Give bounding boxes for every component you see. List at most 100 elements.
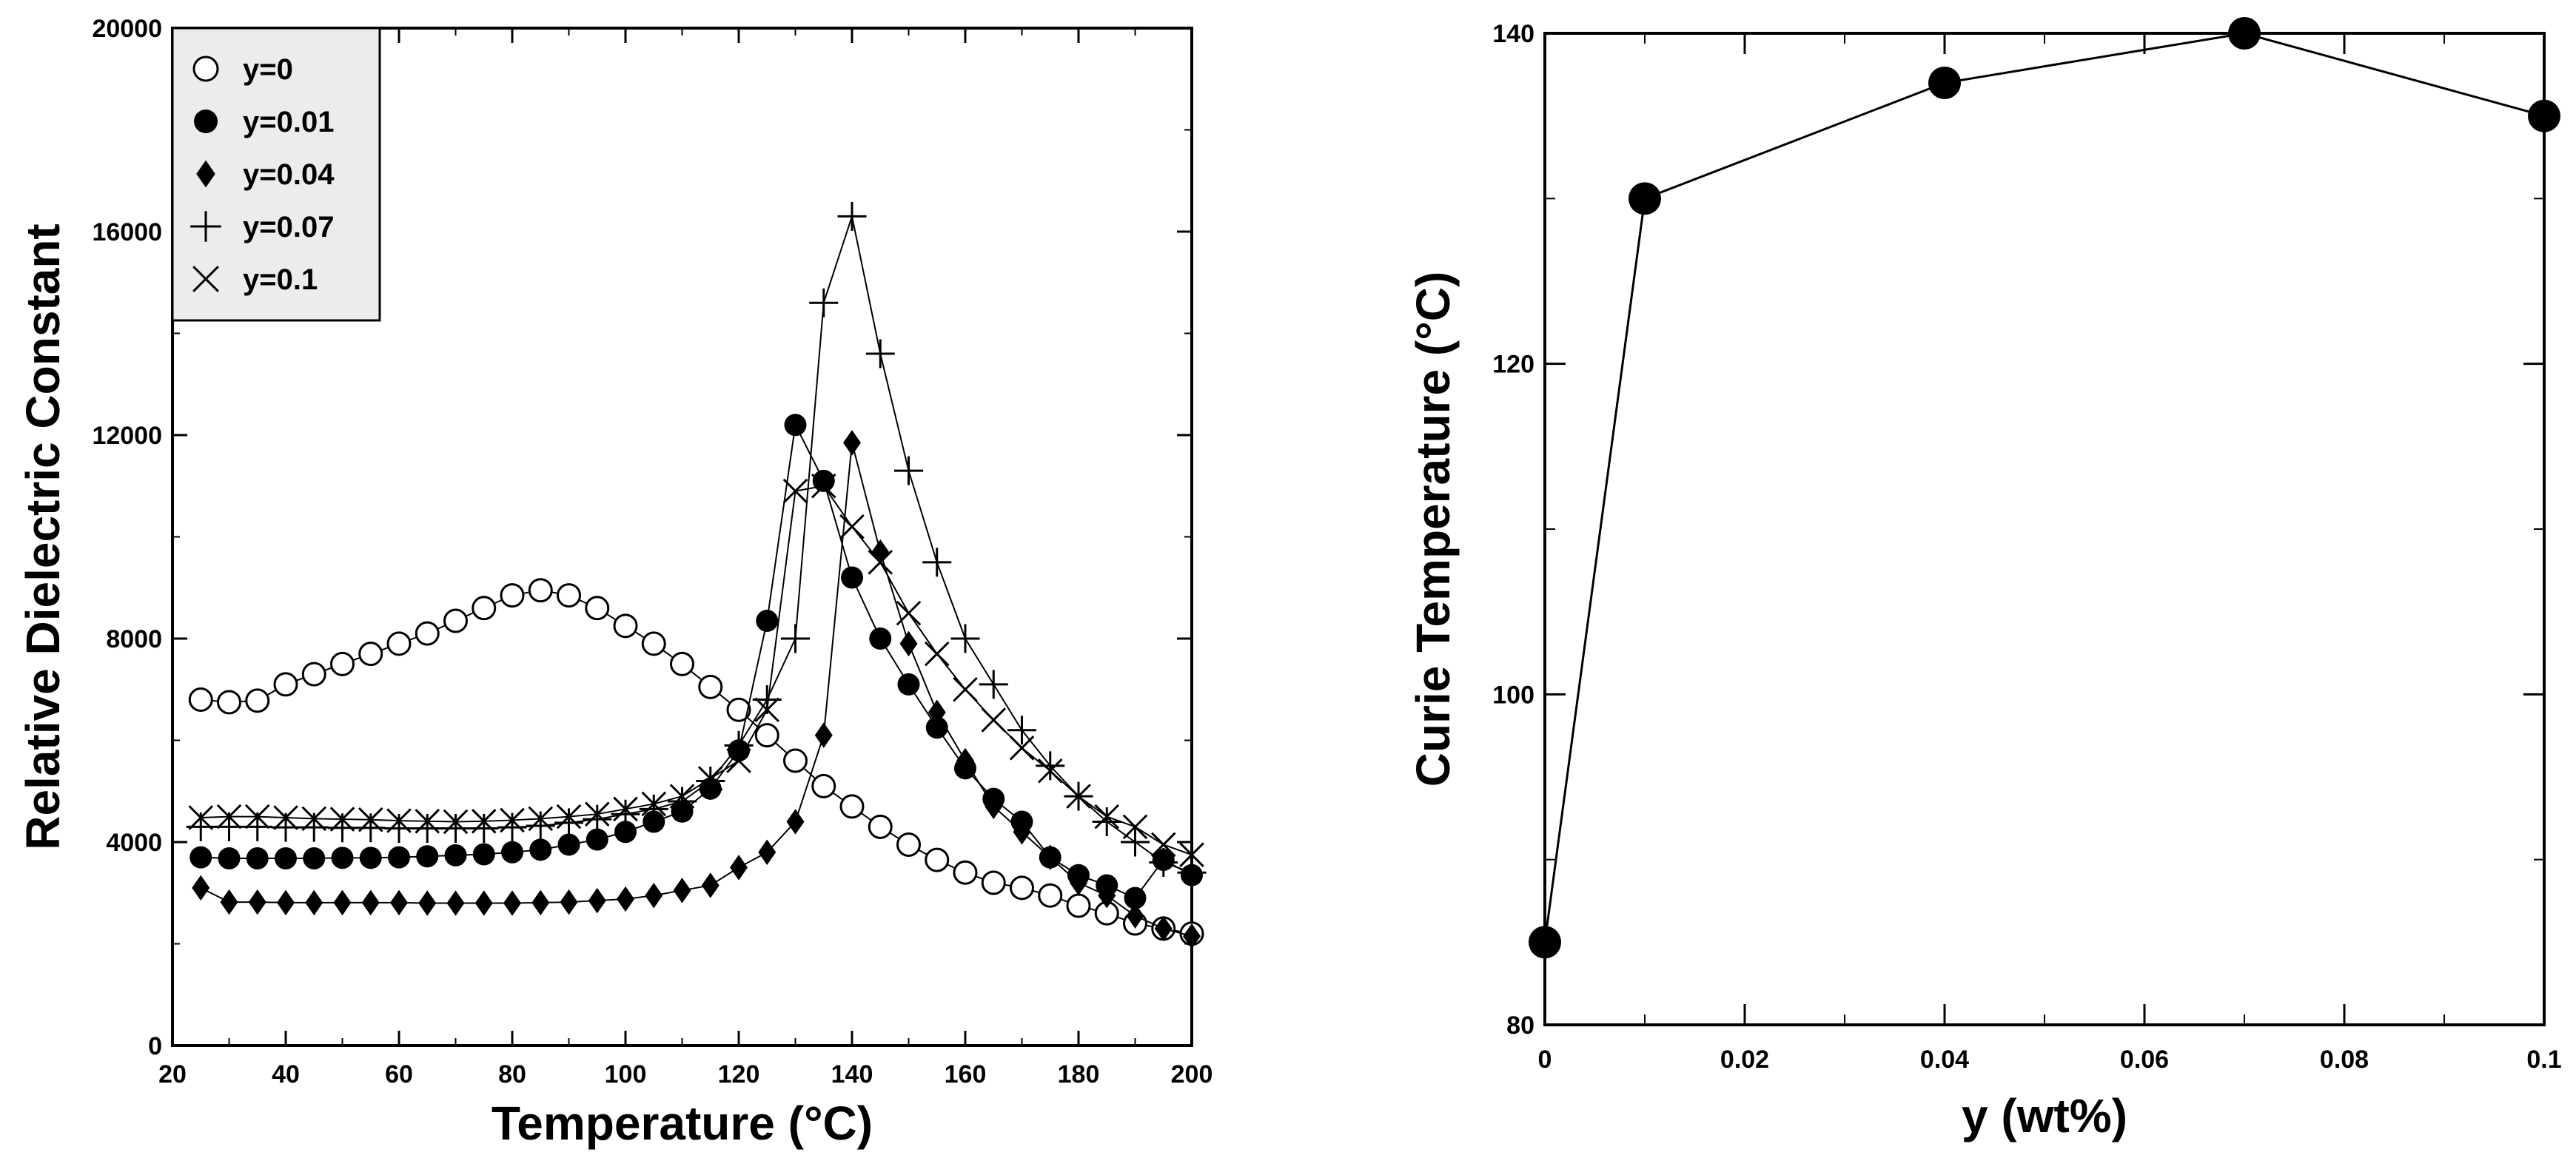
x-tick-label: 20 [158,1060,187,1088]
y-axis-title: Curie Temperature (°C) [1406,272,1460,787]
data-point [668,787,697,816]
data-point [613,613,638,639]
legend-label: y=0.01 [243,106,334,138]
data-point [645,882,663,909]
data-point [985,793,1003,820]
data-point [412,813,442,843]
data-point [639,794,668,824]
data-point [390,889,408,916]
data-point [301,806,327,832]
x-tick-label: 60 [385,1060,413,1088]
data-point [814,722,833,748]
data-point [356,813,386,843]
data-point [1013,819,1031,845]
data-point [1177,858,1207,887]
data-point [953,860,978,885]
legend-label: y=0 [243,53,293,86]
data-point [1150,832,1176,858]
series-line-0 [1543,32,2545,943]
data-point [1066,893,1091,918]
data-point [782,478,808,504]
x-tick-label: 180 [1058,1060,1100,1088]
data-point [1094,804,1120,829]
data-point [246,847,269,869]
data-point [500,583,525,608]
data-point [611,799,640,829]
data-point [956,747,974,774]
x-tick-label: 0.02 [1720,1046,1769,1074]
data-point [444,844,467,866]
data-point [784,414,807,437]
y-axis-title: Relative Dielectric Constant [16,223,70,850]
data-point [756,609,779,632]
data-point [754,697,780,723]
data-point [384,813,414,843]
data-point [245,688,270,713]
data-point [899,630,918,657]
data-point [388,846,410,869]
data-point [1007,716,1036,745]
x-tick-label: 80 [498,1060,526,1088]
data-point [220,889,238,915]
data-point [471,808,497,834]
data-point [897,673,920,696]
data-point [248,889,266,915]
data-point [1098,882,1116,909]
data-point [697,766,723,791]
data-point [588,887,606,914]
data-point [670,651,694,676]
data-point [981,870,1006,895]
legend-label: y=0.07 [243,211,334,243]
x-tick-label: 40 [272,1060,300,1088]
x-tick-label: 0.06 [2120,1046,2169,1074]
data-point [415,621,440,646]
data-point [1010,875,1034,901]
data-point [358,642,383,667]
data-point [979,670,1008,699]
data-point [1038,883,1063,908]
data-point [726,748,751,773]
data-point [275,847,297,869]
data-point [443,608,468,633]
data-point [273,805,298,830]
data-point [726,697,751,722]
data-point [1154,915,1173,942]
data-point [2528,99,2560,132]
data-point [469,813,499,843]
data-point [781,624,810,653]
data-point [585,596,610,621]
data-point [839,514,865,539]
data-point [1070,869,1087,896]
data-point [189,846,212,869]
x-tick-label: 0 [1538,1046,1552,1074]
data-point [673,878,691,903]
data-point [188,687,213,712]
data-point [497,812,527,842]
x-tick-label: 120 [718,1060,760,1088]
y-tick-label: 4000 [106,829,162,857]
data-point [531,889,550,916]
data-point [896,600,922,626]
data-point [503,890,521,916]
data-point [472,596,497,621]
data-point [922,548,952,577]
y-tick-label: 20000 [92,15,162,43]
data-point [584,801,610,827]
data-point [329,807,355,832]
data-point [330,651,355,676]
legend-marker [190,211,221,242]
data-point [303,847,326,869]
data-point [1149,848,1178,877]
data-point [894,456,923,485]
data-point [614,821,637,844]
curie-chart: 0 0.02 0.04 0.06 0.08 0.1 80 100 120 140 y (wt%) Cu… [1406,17,2562,1143]
legend-marker [192,266,219,292]
x-axis-title: y (wt%) [1962,1089,2127,1143]
x-tick-label: 200 [1171,1060,1213,1088]
data-point [669,784,695,809]
data-point [1122,814,1148,840]
data-point [386,631,412,656]
data-point [1179,842,1204,868]
y-tick-label: 80 [1506,1012,1534,1040]
data-point [613,796,638,822]
